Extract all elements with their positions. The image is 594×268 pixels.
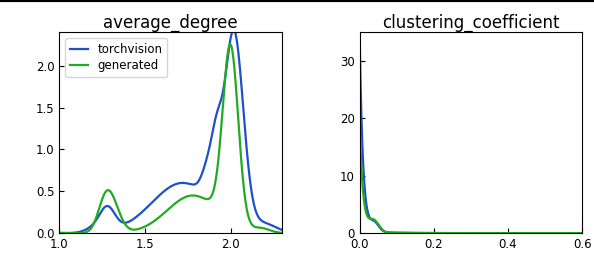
- generated: [525, 232, 532, 235]
- generated: [190, 194, 197, 197]
- torchvision: [369, 219, 377, 222]
- torchvision: [548, 232, 555, 235]
- torchvision: [203, 156, 210, 159]
- torchvision: [65, 231, 72, 234]
- Title: clustering_coefficient: clustering_coefficient: [382, 14, 560, 32]
- torchvision: [255, 216, 263, 219]
- Line: torchvision: torchvision: [59, 30, 290, 233]
- torchvision: [498, 232, 505, 235]
- generated: [255, 226, 262, 229]
- Legend: torchvision, generated: torchvision, generated: [65, 38, 167, 77]
- torchvision: [525, 232, 532, 235]
- generated: [369, 218, 377, 221]
- Title: average_degree: average_degree: [103, 14, 238, 32]
- torchvision: [287, 230, 294, 234]
- generated: [56, 232, 63, 235]
- torchvision: [491, 232, 498, 235]
- generated: [485, 232, 492, 235]
- generated: [548, 232, 555, 235]
- generated: [579, 232, 586, 235]
- torchvision: [485, 232, 492, 235]
- generated: [203, 198, 210, 201]
- generated: [227, 43, 234, 46]
- torchvision: [579, 232, 586, 235]
- torchvision: [230, 28, 237, 32]
- generated: [70, 232, 77, 235]
- torchvision: [197, 177, 204, 180]
- torchvision: [356, 38, 364, 41]
- Line: generated: generated: [360, 124, 582, 233]
- torchvision: [190, 183, 197, 186]
- torchvision: [70, 231, 77, 234]
- generated: [498, 232, 505, 235]
- torchvision: [232, 31, 239, 34]
- generated: [356, 122, 364, 125]
- generated: [196, 195, 203, 198]
- Line: torchvision: torchvision: [360, 39, 582, 233]
- generated: [231, 72, 238, 75]
- Line: generated: generated: [59, 44, 290, 233]
- generated: [287, 232, 294, 235]
- torchvision: [56, 231, 63, 234]
- generated: [491, 232, 498, 235]
